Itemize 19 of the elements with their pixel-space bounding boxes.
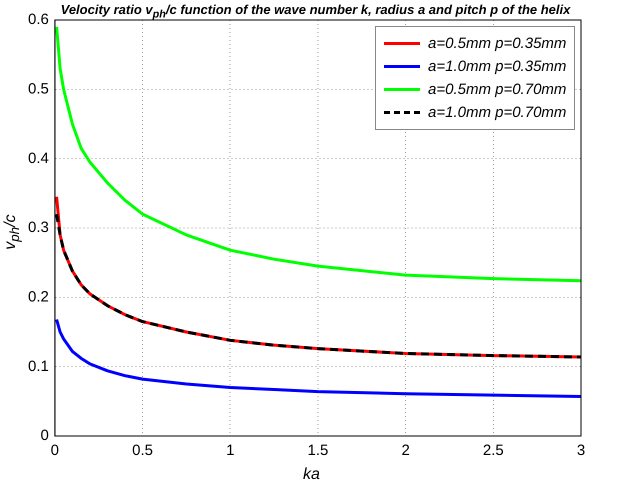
y-tick-label: 0.3 <box>28 219 49 236</box>
y-tick-label: 0.6 <box>28 11 49 28</box>
y-tick-label: 0.2 <box>28 288 49 306</box>
chart-title: Velocity ratio v$_{ph}$/c function of the wave number k, radius a and pitch p of the helix <box>60 2 570 21</box>
x-tick-label: 1 <box>226 442 234 460</box>
x-tick-label: 1.5 <box>307 442 328 460</box>
y-tick-label: 0.1 <box>28 358 49 375</box>
legend-label: a=0.5mm p=0.70mm <box>428 81 566 98</box>
x-tick-label: 0.5 <box>132 442 153 460</box>
y-tick-label: 0.4 <box>28 150 49 167</box>
legend-label: a=1.0mm p=0.35mm <box>428 58 566 75</box>
y-tick-label: 0.5 <box>28 80 49 98</box>
legend-label: a=1.0mm p=0.70mm <box>428 104 566 121</box>
x-tick-label: 2.5 <box>482 442 504 460</box>
legend-label: a=0.5mm p=0.35mm <box>428 35 566 52</box>
x-axis-title: ka <box>302 466 321 484</box>
x-tick-label: 3 <box>576 442 586 460</box>
y-tick-label: 0 <box>40 427 49 444</box>
x-tick-label: 2 <box>401 442 410 460</box>
